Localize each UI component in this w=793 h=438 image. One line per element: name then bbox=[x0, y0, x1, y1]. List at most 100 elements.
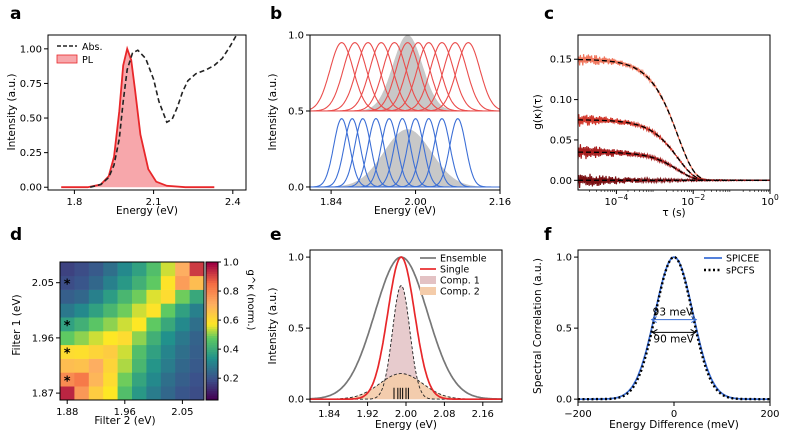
heatmap-cell bbox=[175, 386, 190, 401]
heatmap-cell bbox=[160, 289, 176, 304]
heatmap-cell bbox=[88, 262, 104, 277]
heatmap-cell bbox=[132, 317, 147, 332]
panel-c-ytick-label: 0.15 bbox=[550, 55, 572, 66]
colorbar-segment bbox=[206, 310, 218, 313]
panel-f-ytick-label: 0.5 bbox=[556, 324, 572, 335]
colorbar-tick-label: 0.8 bbox=[223, 287, 239, 298]
heatmap-cell bbox=[117, 358, 133, 373]
colorbar-segment bbox=[206, 374, 218, 378]
heatmap-cell bbox=[146, 344, 162, 359]
heatmap-cell bbox=[103, 358, 118, 373]
heatmap-cell bbox=[160, 275, 176, 290]
panel-e-xtick-label: 1.92 bbox=[356, 409, 378, 420]
panel-c-ytick-label: 0.10 bbox=[550, 95, 572, 106]
panel-a-xtick-label: 2.4 bbox=[225, 197, 241, 208]
colorbar-segment bbox=[206, 280, 218, 284]
colorbar-segment bbox=[206, 296, 218, 300]
colorbar-segment bbox=[206, 317, 218, 320]
legend-ensemble-label: Ensemble bbox=[440, 254, 487, 265]
colorbar-segment bbox=[206, 370, 218, 373]
panel-f-xtick-label: 0 bbox=[671, 409, 677, 420]
panel-d-heatmap: * * * * 1.88 1.96 2.05 1.87 1.96 2.05 0.2 0.4 0.6 0.8… bbox=[32, 258, 239, 419]
comp1-fill bbox=[310, 285, 502, 400]
panel-a-xtick-label: 2.1 bbox=[146, 197, 162, 208]
colorbar-segment bbox=[206, 367, 218, 371]
heatmap-cell bbox=[132, 386, 147, 401]
colorbar-segment bbox=[206, 301, 218, 304]
colorbar-segment bbox=[206, 356, 218, 359]
panel-d-colorbar-label: g^κ (norm.) bbox=[245, 270, 256, 331]
panel-letter-f: f bbox=[544, 225, 552, 245]
panel-c-correlation-decay: 10−4 10−2 100 0.00 0.05 0.10 0.15 bbox=[550, 34, 779, 208]
panel-f-xtick-label: 200 bbox=[760, 409, 779, 420]
colorbar-segment bbox=[206, 266, 218, 270]
heatmap-cell bbox=[103, 372, 118, 387]
blue-filter-curve bbox=[310, 117, 500, 188]
heatmap-cell bbox=[74, 358, 90, 373]
colorbar-segment bbox=[206, 349, 218, 353]
heatmap-cell bbox=[146, 275, 162, 290]
colorbar-segment bbox=[206, 337, 218, 341]
panel-d-ytick-label: 1.96 bbox=[32, 333, 54, 344]
panel-d-ylabel: Filter 1 (eV) bbox=[11, 294, 23, 355]
correlation-data-2 bbox=[578, 144, 770, 182]
comp2-fill bbox=[310, 373, 502, 400]
panel-f-ytick-label: 1.0 bbox=[556, 253, 572, 264]
colorbar-segment bbox=[206, 377, 218, 380]
heatmap-cell bbox=[88, 289, 104, 304]
heatmap-cell bbox=[60, 275, 75, 290]
panel-f-xtick-label: −200 bbox=[564, 409, 591, 420]
panel-e-xtick-label: 1.84 bbox=[318, 409, 340, 420]
series-spicee-line bbox=[578, 256, 770, 401]
heatmap-cell bbox=[74, 275, 90, 290]
colorbar-tick-label: 1.0 bbox=[223, 258, 239, 269]
colorbar-segment bbox=[206, 379, 218, 382]
heatmap-cell bbox=[132, 289, 147, 304]
colorbar-segment bbox=[206, 319, 218, 323]
series-ensemble-line bbox=[310, 256, 502, 400]
colorbar-segment bbox=[206, 340, 218, 343]
heatmap-cell bbox=[132, 275, 147, 290]
correlation-data-0 bbox=[578, 54, 770, 182]
heatmap-cell bbox=[117, 289, 133, 304]
heatmap-cell bbox=[189, 262, 205, 277]
panel-f-xlabel: Energy Difference (meV) bbox=[609, 419, 739, 431]
heatmap-cell bbox=[88, 344, 104, 359]
legend-comp1-swatch bbox=[420, 276, 436, 284]
panel-letter-a: a bbox=[10, 4, 21, 24]
colorbar-segment bbox=[206, 273, 218, 277]
panel-e-xtick-label: 2.08 bbox=[433, 409, 455, 420]
panel-e-components: 1.84 1.92 2.00 2.08 2.16 0.0 0.5 1.0 EnsembleSin… bbox=[288, 249, 503, 420]
heatmap-cell bbox=[74, 303, 90, 318]
colorbar-segment bbox=[206, 365, 218, 369]
colorbar-frame bbox=[205, 261, 219, 401]
heatmap-cell bbox=[60, 262, 75, 277]
heatmap-cell bbox=[60, 344, 75, 359]
heatmap-cell bbox=[60, 303, 75, 318]
colorbar-segment bbox=[206, 331, 218, 334]
heatmap-cell bbox=[103, 331, 118, 346]
heatmap-cell bbox=[88, 331, 104, 346]
heatmap-cell bbox=[88, 372, 104, 387]
heatmap-cell bbox=[132, 303, 147, 318]
heatmap-cell bbox=[74, 386, 90, 401]
panel-c-ytick-label: 0.00 bbox=[550, 176, 572, 187]
colorbar-segment bbox=[206, 363, 218, 366]
panel-e-xlabel: Energy (eV) bbox=[375, 419, 437, 431]
red-filter-curve bbox=[310, 42, 500, 112]
colorbar-segment bbox=[206, 268, 218, 272]
heatmap-cell bbox=[117, 262, 133, 277]
heatmap-cell bbox=[160, 331, 176, 346]
heatmap-cell bbox=[103, 317, 118, 332]
heatmap-cell bbox=[160, 303, 176, 318]
colorbar-segment bbox=[206, 328, 218, 332]
heatmap-cell bbox=[60, 289, 75, 304]
heatmap-cell bbox=[88, 303, 104, 318]
colorbar-segment bbox=[206, 321, 218, 325]
colorbar-segment bbox=[206, 324, 218, 327]
panel-letter-e: e bbox=[270, 225, 282, 245]
series-abs-line bbox=[90, 35, 238, 188]
heatmap-cell bbox=[60, 386, 75, 401]
legend-spcfs-label: sPCFS bbox=[726, 266, 755, 277]
panel-a-ytick-label: 0.25 bbox=[20, 148, 42, 159]
